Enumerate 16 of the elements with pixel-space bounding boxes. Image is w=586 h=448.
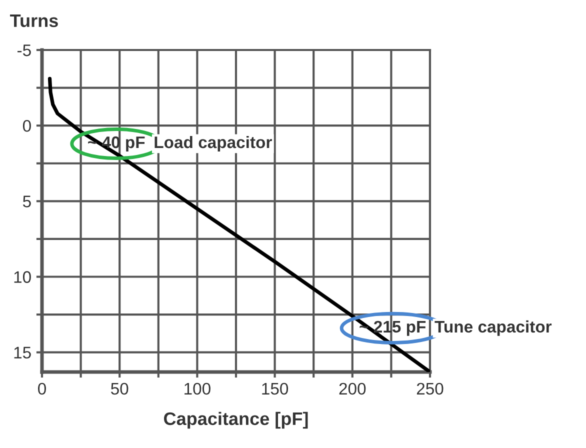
- annotation: Load capacitor: [154, 136, 272, 152]
- x-tick-label: 100: [184, 382, 210, 395]
- text: Tune capacitor: [434, 320, 552, 336]
- x-tick-label: 50: [111, 382, 128, 395]
- y-tick-label: 10: [14, 271, 31, 283]
- x-tick-label: 0: [38, 382, 46, 395]
- x-axis-title: Capacitance [pF]: [164, 412, 308, 429]
- y-axis-title: Turns: [10, 14, 58, 28]
- x-tick-label: 250: [416, 382, 444, 395]
- y-tick-label: 15: [14, 346, 31, 359]
- x-tick-label: 200: [339, 382, 366, 395]
- x-tick-label: 150: [262, 382, 288, 395]
- line-series: [48, 76, 430, 372]
- y-tick-label: -5: [18, 44, 31, 56]
- y-tick-label: 5: [22, 196, 31, 208]
- y-tick-label: 0: [22, 120, 31, 132]
